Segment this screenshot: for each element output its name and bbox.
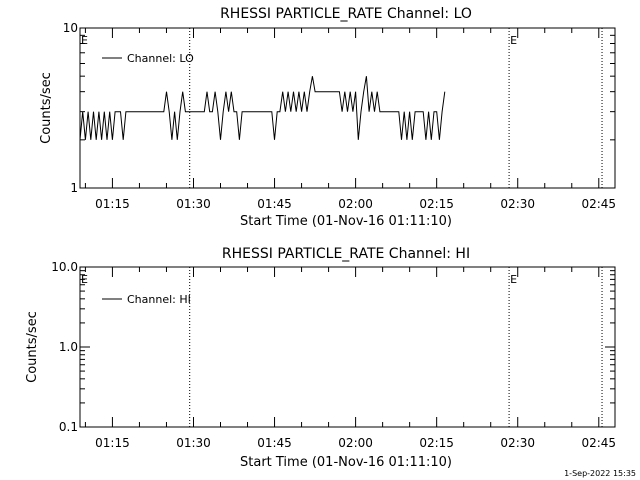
x-tick-label: 01:45 [257,197,292,211]
x-tick-label: 01:15 [95,436,130,450]
y-tick-label: 1 [70,181,78,195]
series-line [79,76,446,140]
footer-timestamp: 1-Sep-2022 15:35 [564,469,636,478]
event-marker-label: E [510,273,517,286]
y-tick-label: 10 [63,21,78,35]
event-marker-label: E [510,34,517,47]
x-tick-label: 02:00 [338,197,373,211]
plot-frame [79,27,616,189]
x-tick-label: 02:15 [419,197,454,211]
x-tick-label: 01:15 [95,197,130,211]
y-tick-label: 0.1 [59,420,78,434]
x-tick-label: 02:30 [500,436,535,450]
plot-panel-lo: RHESSI PARTICLE_RATE Channel: LO Counts/… [39,6,616,229]
plot-panel-hi: RHESSI PARTICLE_RATE Channel: HI Counts/… [25,246,616,470]
x-tick-label: 02:15 [419,436,454,450]
x-tick-label: 02:00 [338,436,373,450]
x-axis-label: Start Time (01-Nov-16 01:11:10) [240,455,452,470]
x-tick-label: 01:45 [257,436,292,450]
y-axis-label: Counts/sec [39,72,54,144]
legend-label: Channel: HI [127,293,191,306]
x-tick-label: 02:30 [500,197,535,211]
event-marker-label: E [81,34,88,47]
chart-title: RHESSI PARTICLE_RATE Channel: HI [222,246,470,262]
y-tick-label: 1.0 [59,340,78,354]
y-tick-label: 10.0 [51,260,78,274]
y-axis-label: Counts/sec [25,311,40,383]
x-tick-label: 01:30 [176,436,211,450]
x-tick-label: 02:45 [581,436,616,450]
chart-title: RHESSI PARTICLE_RATE Channel: LO [220,6,472,22]
legend-label: Channel: LO [127,52,194,65]
x-tick-label: 02:45 [581,197,616,211]
event-marker-label: E [81,273,88,286]
x-tick-label: 01:30 [176,197,211,211]
x-axis-label: Start Time (01-Nov-16 01:11:10) [240,214,452,229]
plot-frame [79,266,616,428]
